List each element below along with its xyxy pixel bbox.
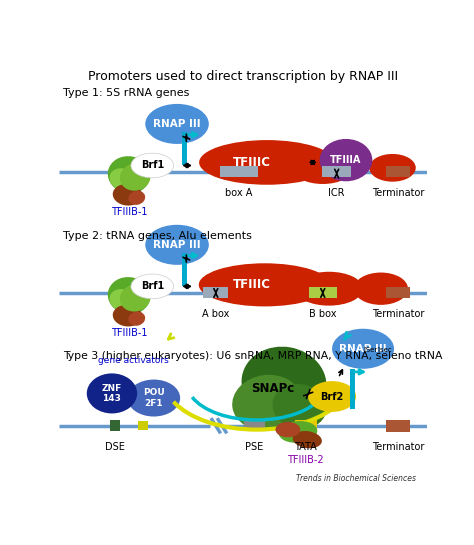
Ellipse shape	[273, 384, 327, 429]
Text: A box: A box	[202, 309, 229, 319]
Text: Promoters used to direct transcription by RNAP III: Promoters used to direct transcription b…	[88, 70, 398, 83]
FancyBboxPatch shape	[137, 421, 148, 431]
Ellipse shape	[87, 373, 137, 414]
Ellipse shape	[128, 191, 145, 205]
Ellipse shape	[109, 289, 136, 311]
FancyBboxPatch shape	[386, 420, 410, 432]
Text: TFIIIC: TFIIIC	[232, 278, 271, 292]
Ellipse shape	[128, 379, 180, 416]
FancyBboxPatch shape	[182, 132, 187, 165]
Text: RNAP III: RNAP III	[153, 240, 201, 250]
FancyBboxPatch shape	[295, 420, 317, 431]
Text: ZNF
143: ZNF 143	[102, 384, 122, 403]
Ellipse shape	[199, 263, 330, 306]
Ellipse shape	[108, 277, 150, 314]
FancyBboxPatch shape	[109, 420, 120, 431]
Text: Terminator: Terminator	[372, 309, 424, 319]
Text: box A: box A	[225, 188, 253, 198]
Text: Brf1: Brf1	[141, 160, 164, 171]
Ellipse shape	[131, 153, 173, 178]
Ellipse shape	[109, 168, 136, 191]
FancyBboxPatch shape	[309, 287, 337, 298]
Ellipse shape	[308, 381, 356, 412]
Ellipse shape	[242, 347, 327, 420]
FancyBboxPatch shape	[386, 287, 410, 298]
Text: TFIIIA: TFIIIA	[330, 155, 362, 165]
Text: RNAP III: RNAP III	[153, 119, 201, 129]
Ellipse shape	[128, 312, 145, 326]
Text: SNAPc: SNAPc	[252, 382, 295, 395]
FancyBboxPatch shape	[244, 420, 265, 431]
Ellipse shape	[332, 329, 394, 369]
Ellipse shape	[113, 184, 142, 205]
Ellipse shape	[113, 305, 142, 326]
FancyBboxPatch shape	[322, 166, 351, 178]
Ellipse shape	[145, 225, 209, 265]
Text: Terminator: Terminator	[372, 188, 424, 198]
Text: Brf1: Brf1	[141, 281, 164, 292]
Ellipse shape	[275, 422, 300, 437]
Ellipse shape	[120, 284, 151, 312]
FancyBboxPatch shape	[182, 253, 187, 286]
Text: TFIIIB-1: TFIIIB-1	[111, 328, 147, 337]
Text: [Ser]sec: [Ser]sec	[363, 347, 392, 353]
Text: Type 1: 5S rRNA genes: Type 1: 5S rRNA genes	[63, 88, 190, 98]
Text: POU
2F1: POU 2F1	[143, 389, 164, 408]
Ellipse shape	[369, 154, 416, 181]
Ellipse shape	[279, 421, 317, 443]
Ellipse shape	[292, 152, 354, 184]
Text: TATA: TATA	[294, 443, 317, 452]
Text: DSE: DSE	[105, 443, 125, 452]
Ellipse shape	[108, 156, 150, 193]
Text: Trends in Biochemical Sciences: Trends in Biochemical Sciences	[296, 474, 416, 483]
Ellipse shape	[120, 164, 151, 191]
Text: TFIIIB-2: TFIIIB-2	[287, 455, 324, 465]
Ellipse shape	[319, 139, 373, 181]
Ellipse shape	[354, 272, 408, 305]
Text: PSE: PSE	[246, 443, 264, 452]
Ellipse shape	[295, 272, 363, 306]
FancyBboxPatch shape	[203, 287, 228, 298]
Text: TFIIIB-1: TFIIIB-1	[111, 207, 147, 217]
FancyBboxPatch shape	[220, 166, 258, 178]
FancyBboxPatch shape	[386, 166, 410, 178]
Text: B box: B box	[309, 309, 337, 319]
Text: RNAP III: RNAP III	[339, 344, 387, 354]
Text: Terminator: Terminator	[372, 443, 424, 452]
Text: Type 3 (higher eukaryotes): U6 snRNA, MRP RNA, Y RNA, seleno tRNA: Type 3 (higher eukaryotes): U6 snRNA, MR…	[63, 352, 443, 361]
Ellipse shape	[145, 104, 209, 144]
Ellipse shape	[131, 274, 173, 299]
Text: ICR: ICR	[328, 188, 345, 198]
Text: TFIIIC: TFIIIC	[232, 156, 271, 169]
Ellipse shape	[232, 375, 302, 431]
Ellipse shape	[292, 431, 322, 448]
Text: gene activators: gene activators	[98, 356, 168, 365]
Text: Type 2: tRNA genes, Alu elements: Type 2: tRNA genes, Alu elements	[63, 231, 252, 241]
FancyBboxPatch shape	[350, 369, 355, 409]
Text: Brf2: Brf2	[320, 391, 344, 402]
Ellipse shape	[199, 140, 335, 185]
